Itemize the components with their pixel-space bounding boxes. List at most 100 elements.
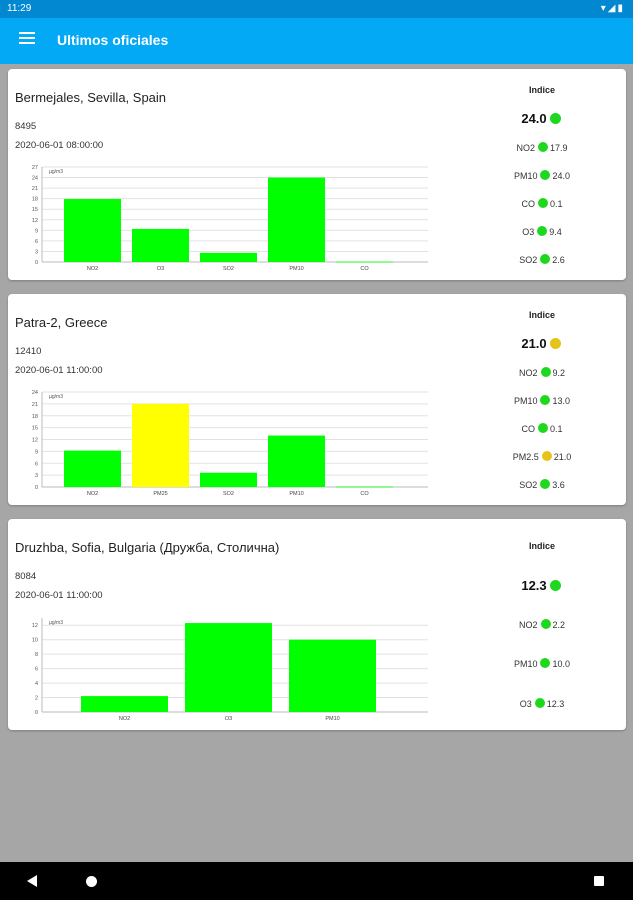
home-icon[interactable] (86, 876, 97, 887)
indice-label: Indice (528, 310, 555, 320)
bar (200, 472, 257, 487)
y-tick-label: 3 (35, 249, 38, 255)
station-location: Bermejales, Sevilla, Spain (15, 90, 167, 105)
pollutant-value: 17.9 (549, 143, 568, 153)
y-tick-label: 27 (32, 165, 38, 171)
y-tick-label: 15 (32, 426, 38, 432)
x-tick-label: PM10 (325, 716, 339, 722)
y-tick-label: 8 (35, 652, 38, 658)
pollutant-value: 0.1 (549, 199, 563, 209)
y-tick-label: 6 (35, 667, 38, 673)
bar (336, 261, 393, 263)
pollutant-row: SO2 3.6 (478, 479, 606, 490)
station-card[interactable]: Patra-2, Greece 12410 2020-06-01 11:00:0… (8, 294, 626, 505)
bar (200, 252, 257, 262)
pollutant-label: SO2 (519, 255, 538, 265)
y-tick-label: 4 (35, 681, 38, 687)
bar (132, 228, 189, 262)
pollutant-row: PM10 10.0 (478, 658, 606, 669)
unit-label: µg/m3 (49, 169, 63, 175)
y-tick-label: 10 (32, 638, 38, 644)
y-tick-label: 9 (35, 449, 38, 455)
pollutant-row: PM10 13.0 (478, 395, 606, 406)
status-dot (540, 479, 551, 489)
station-location: Druzhba, Sofia, Bulgaria (Дружба, Столич… (15, 540, 280, 555)
pollutant-value: 9.4 (549, 227, 562, 237)
station-datetime: 2020-06-01 11:00:00 (15, 365, 103, 376)
status-dot (537, 142, 548, 152)
status-dot (540, 395, 551, 405)
indice-label: Indice (528, 541, 555, 551)
station-card[interactable]: Druzhba, Sofia, Bulgaria (Дружба, Столич… (8, 519, 626, 730)
x-tick-label: CO (360, 266, 369, 272)
pollutant-bar-chart: 0 2 4 6 8 10 12 µg/m3 NO2 O3 PM10 (32, 618, 428, 722)
x-tick-label: PM10 (289, 491, 303, 497)
status-dot (540, 658, 551, 668)
x-tick-label: NO2 (119, 716, 130, 722)
back-icon[interactable] (27, 875, 37, 887)
x-tick-label: CO (360, 491, 369, 497)
bar (268, 435, 325, 487)
y-tick-label: 12 (32, 438, 38, 444)
x-tick-label: NO2 (87, 266, 98, 272)
y-tick-label: 2 (35, 696, 38, 702)
y-tick-label: 0 (35, 710, 38, 716)
indice-value: 12.3 (521, 578, 547, 593)
status-dot (540, 254, 551, 264)
pollutant-label: CO (521, 424, 535, 434)
y-tick-label: 0 (35, 260, 38, 266)
pollutant-value: 12.3 (546, 699, 565, 709)
pollutant-value: 2.6 (552, 255, 565, 265)
bar (81, 696, 168, 712)
pollutant-label: PM10 (513, 171, 538, 181)
pollutant-bar-chart: 0 3 6 9 12 15 18 21 24 27 µg/m3 NO2 O3 SO2 PM10 CO (32, 165, 428, 272)
bar (185, 623, 272, 712)
pollutant-bar-chart: 0 3 6 9 12 15 18 21 24 µg/m3 NO2 PM25 SO2 PM10 CO (32, 390, 428, 497)
y-tick-label: 24 (32, 390, 38, 396)
station-datetime: 2020-06-01 08:00:00 (15, 140, 104, 151)
indice-value-row: 12.3 (478, 578, 606, 593)
x-tick-label: PM25 (153, 491, 167, 497)
status-dot (549, 580, 561, 591)
recent-apps-icon[interactable] (594, 876, 604, 886)
station-location: Patra-2, Greece (15, 315, 108, 330)
x-tick-label: O3 (225, 716, 232, 722)
pollutant-label: NO2 (518, 620, 538, 630)
status-bar: 11:29 ▾◢▮ (0, 0, 633, 18)
y-tick-label: 3 (35, 473, 38, 479)
status-dot (534, 698, 545, 708)
pollutant-label: SO2 (519, 480, 538, 490)
pollutant-row: O3 9.4 (478, 226, 606, 237)
pollutant-value: 21.0 (553, 452, 572, 462)
status-dot (549, 338, 561, 349)
x-tick-label: SO2 (223, 491, 234, 497)
pollutant-label: PM10 (513, 659, 538, 669)
indice-value-row: 21.0 (478, 336, 606, 351)
unit-label: µg/m3 (49, 394, 63, 400)
pollutant-row: O3 12.3 (478, 698, 606, 709)
x-tick-label: PM10 (289, 266, 303, 272)
x-tick-label: NO2 (87, 491, 98, 497)
y-tick-label: 24 (32, 176, 38, 182)
indice-value: 24.0 (521, 111, 547, 126)
pollutant-row: NO2 2.2 (478, 619, 606, 630)
y-tick-label: 6 (35, 239, 38, 245)
station-id: 8495 (15, 121, 37, 132)
y-tick-label: 9 (35, 228, 38, 234)
indice-panel: Indice 12.3 NO2 2.2 PM10 10.0 O3 12.3 (478, 519, 606, 730)
bar (336, 486, 393, 488)
y-tick-label: 12 (32, 623, 38, 629)
status-icons: ▾◢▮ (600, 3, 625, 14)
pollutant-label: PM2.5 (512, 452, 539, 462)
status-dot (541, 451, 552, 461)
bar (132, 403, 189, 487)
pollutant-row: CO 0.1 (478, 198, 606, 209)
pollutant-label: O3 (522, 227, 535, 237)
indice-panel: Indice 24.0 NO2 17.9 PM10 24.0 CO 0.1 O3 9.4… (478, 69, 606, 280)
menu-icon[interactable] (19, 32, 35, 46)
pollutant-value: 0.1 (549, 424, 563, 434)
pollutant-label: NO2 (516, 143, 535, 153)
station-card[interactable]: Bermejales, Sevilla, Spain 8495 2020-06-… (8, 69, 626, 280)
x-tick-label: SO2 (223, 266, 234, 272)
bar (289, 639, 376, 712)
